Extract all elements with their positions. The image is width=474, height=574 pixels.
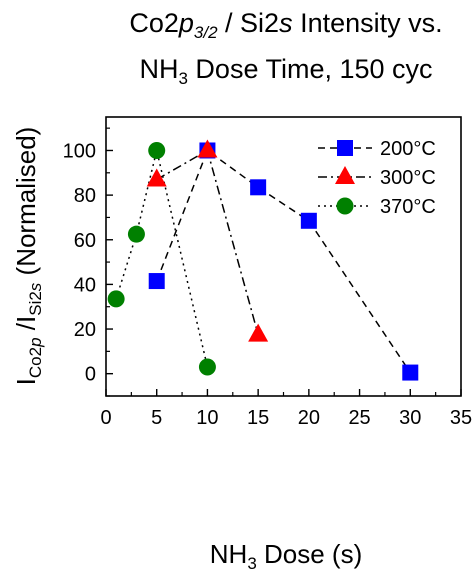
data-point-triangle (197, 139, 218, 158)
data-point-triangle (248, 323, 269, 342)
y-tick-label: 20 (74, 319, 96, 341)
data-point-square (148, 273, 165, 290)
legend-marker (335, 166, 355, 184)
chart-title-line2: NH3 Dose Time, 150 cyc (139, 54, 432, 88)
x-tick-label: 35 (450, 407, 472, 429)
legend-label: 200°C (380, 138, 436, 160)
data-point-circle (198, 358, 216, 376)
data-point-triangle (146, 168, 167, 187)
y-tick-label: 40 (74, 274, 96, 296)
data-point-circle (127, 225, 145, 243)
x-axis-label: NH3 Dose (s) (210, 539, 363, 573)
y-axis-label: ICo2p /ISi2s (Normalised) (11, 127, 45, 386)
y-tick-label: 60 (74, 230, 96, 252)
data-point-circle (148, 141, 166, 159)
legend-marker (337, 140, 353, 156)
y-tick-label: 100 (63, 140, 96, 162)
chart-title-line1: Co2p3/2 / Si2s Intensity vs. (129, 8, 442, 42)
data-point-square (250, 179, 267, 196)
y-tick-label: 80 (74, 185, 96, 207)
x-tick-label: 10 (196, 407, 218, 429)
legend-label: 300°C (380, 167, 436, 189)
data-point-square (402, 364, 419, 381)
legend: 200°C 300°C 370°C (318, 138, 436, 218)
x-tick-label: 25 (348, 407, 370, 429)
legend-marker (336, 197, 354, 215)
y-tick-label: 0 (85, 364, 96, 386)
data-point-square (300, 212, 317, 229)
x-tick-label: 0 (100, 407, 111, 429)
x-tick-label: 15 (247, 407, 269, 429)
data-point-circle (107, 290, 125, 308)
x-tick-label: 5 (151, 407, 162, 429)
legend-label: 370°C (380, 196, 436, 218)
series-line-0 (156, 149, 411, 373)
series-line-2 (115, 150, 209, 368)
x-tick-label: 20 (298, 407, 320, 429)
x-tick-label: 30 (399, 407, 421, 429)
